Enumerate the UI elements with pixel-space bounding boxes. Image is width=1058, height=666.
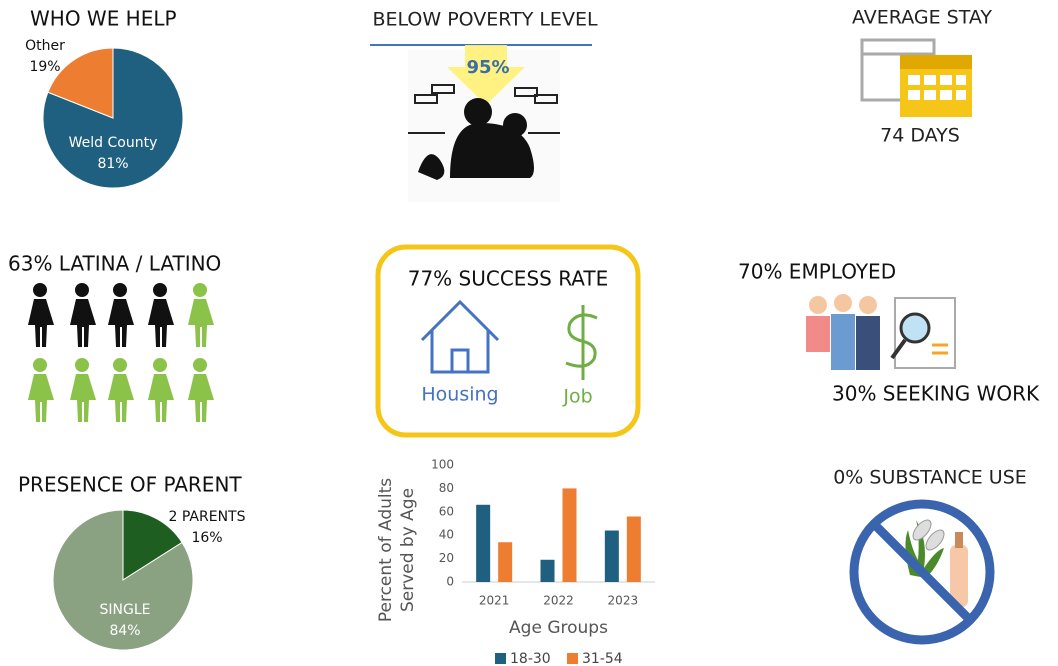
stay-title: AVERAGE STAY xyxy=(852,7,992,29)
y-tick-label: 100 xyxy=(431,458,454,472)
employed-title: 70% EMPLOYED xyxy=(738,260,896,284)
person-body xyxy=(108,374,134,422)
poverty-title: BELOW POVERTY LEVEL xyxy=(372,9,597,31)
poverty-value: 95% xyxy=(466,57,509,78)
people-icons xyxy=(28,283,214,422)
person-body xyxy=(28,374,54,422)
person-head xyxy=(75,358,89,372)
slice-label: SINGLE xyxy=(100,602,151,618)
person-head xyxy=(33,283,47,297)
person-head xyxy=(193,283,207,297)
housing-label: Housing xyxy=(421,384,498,406)
y-tick-label: 60 xyxy=(439,504,454,518)
slice-label: Weld County xyxy=(69,135,158,151)
bar xyxy=(626,516,641,582)
person-body xyxy=(148,299,174,347)
person-body xyxy=(108,299,134,347)
legend-swatch xyxy=(495,653,506,664)
pie-slice xyxy=(47,47,114,119)
x-axis-label: Age Groups xyxy=(509,618,608,638)
substance-title: 0% SUBSTANCE USE xyxy=(833,467,1027,489)
x-tick-label: 2023 xyxy=(608,594,639,608)
no-substance-icon xyxy=(849,499,995,645)
x-tick-label: 2021 xyxy=(479,594,510,608)
y-tick-label: 20 xyxy=(439,551,454,565)
slice-label: Other xyxy=(25,38,65,54)
bar xyxy=(562,488,577,582)
bar xyxy=(476,504,491,582)
person-head xyxy=(153,358,167,372)
y-axis-label: Percent of Adults xyxy=(376,478,396,622)
dollar-icon xyxy=(565,305,598,380)
bar xyxy=(498,542,513,582)
x-tick-label: 2022 xyxy=(543,594,574,608)
person-head xyxy=(193,358,207,372)
poverty-graphic xyxy=(370,44,592,202)
person-body xyxy=(188,299,214,347)
y-axis-label: Served by Age xyxy=(398,488,418,612)
stay-value: 74 DAYS xyxy=(880,125,960,147)
person-body xyxy=(70,299,96,347)
person-head xyxy=(113,358,127,372)
slice-value-label: 84% xyxy=(109,623,140,639)
calendar-icon xyxy=(860,38,972,117)
y-tick-label: 0 xyxy=(446,575,454,589)
pie-title: PRESENCE OF PARENT xyxy=(18,473,242,497)
bar xyxy=(604,530,619,582)
pie-slice xyxy=(122,509,183,581)
job-label: Job xyxy=(562,386,592,408)
bar xyxy=(540,559,555,582)
success-title: 77% SUCCESS RATE xyxy=(408,267,609,291)
person-head xyxy=(75,283,89,297)
legend-label: 31-54 xyxy=(582,651,623,666)
slice-value-label: 16% xyxy=(191,530,222,546)
house-icon xyxy=(420,299,500,374)
slice-value-label: 81% xyxy=(97,156,128,172)
person-body xyxy=(188,374,214,422)
person-body xyxy=(28,299,54,347)
latino-title: 63% LATINA / LATINO xyxy=(8,252,221,276)
legend-swatch xyxy=(567,653,578,664)
pie-slice xyxy=(52,509,194,651)
seeking-title: 30% SEEKING WORK xyxy=(832,382,1040,406)
slice-label: 2 PARENTS xyxy=(169,509,246,525)
person-head xyxy=(113,283,127,297)
y-tick-label: 80 xyxy=(439,481,454,495)
success-box xyxy=(375,244,641,438)
legend-label: 18-30 xyxy=(510,651,551,666)
person-body xyxy=(148,374,174,422)
y-tick-label: 40 xyxy=(439,528,454,542)
person-body xyxy=(70,374,96,422)
person-head xyxy=(153,283,167,297)
workers-icon xyxy=(806,294,956,370)
person-head xyxy=(33,358,47,372)
pie-title: WHO WE HELP xyxy=(30,7,177,31)
slice-value-label: 19% xyxy=(29,59,60,75)
